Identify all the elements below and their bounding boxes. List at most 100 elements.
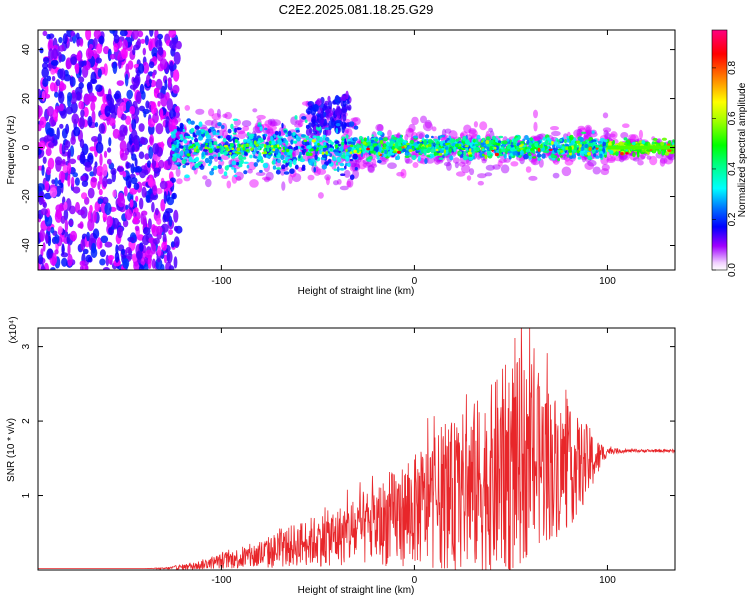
heat-cell [61, 158, 66, 165]
heat-cell [134, 138, 140, 152]
x-tick-label: 0 [412, 276, 418, 287]
heat-cell [46, 106, 55, 117]
heat-cell [146, 160, 152, 168]
heat-cell [242, 146, 246, 151]
heat-cell [271, 140, 276, 146]
heat-cell [334, 95, 340, 104]
heat-cell [89, 171, 95, 177]
heat-cell [249, 154, 253, 159]
heat-cell [568, 142, 574, 146]
heat-cell [371, 134, 374, 138]
heat-cell [464, 139, 470, 145]
heat-cell [100, 235, 109, 244]
colorbar: 0.0 0.2 0.4 0.6 0.8 Normalized spectral ampl… [711, 29, 748, 277]
heat-cell [217, 156, 222, 161]
heat-cell [466, 175, 472, 181]
heat-cell [98, 188, 103, 196]
heat-cell [58, 91, 65, 104]
heat-cell [226, 180, 232, 189]
heat-cell [647, 142, 651, 147]
heat-cell [646, 155, 652, 160]
heat-cell [345, 148, 348, 152]
heat-cell [255, 171, 266, 176]
heat-cell [416, 141, 420, 144]
heat-cell [104, 241, 113, 248]
heat-cell [175, 167, 181, 177]
heat-cell [602, 127, 612, 133]
heat-cell [172, 153, 177, 157]
heat-cell [314, 160, 317, 167]
heat-cell [253, 162, 258, 167]
heat-cell [148, 146, 154, 159]
heat-cell [353, 149, 357, 154]
heat-cell [301, 145, 305, 149]
heat-cell [316, 147, 319, 150]
heat-cell [103, 150, 108, 158]
y-tick-label: 3 [21, 343, 32, 349]
heat-cell [346, 180, 352, 188]
heat-cell [660, 141, 665, 147]
heat-cell [132, 30, 139, 40]
heat-cell [95, 84, 103, 92]
y-tick-label: -40 [21, 238, 32, 253]
heat-cell [121, 248, 125, 256]
heat-cell [60, 171, 65, 184]
heat-cell [217, 122, 222, 127]
heat-cell [87, 210, 92, 222]
heat-cell [480, 140, 484, 143]
heat-cell [333, 180, 339, 186]
heat-cell [134, 225, 140, 232]
heat-cell [392, 136, 398, 140]
x-tick-label: -100 [211, 575, 231, 586]
heat-cell [444, 128, 452, 134]
heat-cell [242, 156, 247, 160]
heat-cell [536, 153, 542, 158]
heat-cell [333, 168, 338, 171]
heat-cell [276, 167, 282, 171]
heat-cell [145, 249, 153, 259]
heat-cell [235, 161, 240, 166]
heat-cell [670, 151, 674, 155]
heat-cell [94, 122, 99, 128]
heat-cell [374, 138, 378, 142]
heat-cell [144, 35, 149, 46]
heat-cell [234, 127, 237, 133]
heat-cell [520, 147, 524, 150]
heat-cell [80, 175, 86, 181]
heat-cell [671, 142, 675, 145]
heat-cell [65, 106, 73, 115]
heat-cell [217, 152, 221, 157]
heat-cell [200, 129, 204, 132]
heat-cell [176, 178, 183, 185]
heat-cell [260, 159, 264, 164]
heat-cell [252, 137, 258, 143]
heat-cell [166, 250, 173, 264]
heat-cell [205, 134, 211, 139]
heat-cell [70, 136, 76, 145]
heat-cell [199, 146, 203, 151]
heat-cell [366, 147, 370, 151]
heat-cell [502, 140, 508, 145]
heat-cell [387, 162, 397, 169]
heat-cell [95, 141, 104, 154]
heat-cell [373, 143, 378, 146]
heat-cell [631, 141, 636, 146]
heat-cell [140, 38, 146, 44]
heat-cell [154, 207, 159, 216]
heat-cell [346, 100, 350, 105]
heat-cell [607, 145, 675, 150]
heat-cell [78, 100, 84, 110]
heat-cell [173, 140, 177, 145]
heat-cell [219, 145, 222, 148]
y-tick-label: 0 [21, 144, 32, 150]
colorbar-label: Normalized spectral amplitude [737, 82, 748, 217]
heat-cell [311, 139, 316, 143]
heat-cell [586, 155, 592, 159]
heat-cell [341, 138, 345, 141]
heat-cell [417, 155, 421, 162]
heat-cell [395, 155, 401, 161]
heat-cell [208, 155, 214, 160]
heat-cell [257, 140, 261, 144]
heat-cell [387, 129, 392, 137]
heat-cell [602, 112, 609, 119]
